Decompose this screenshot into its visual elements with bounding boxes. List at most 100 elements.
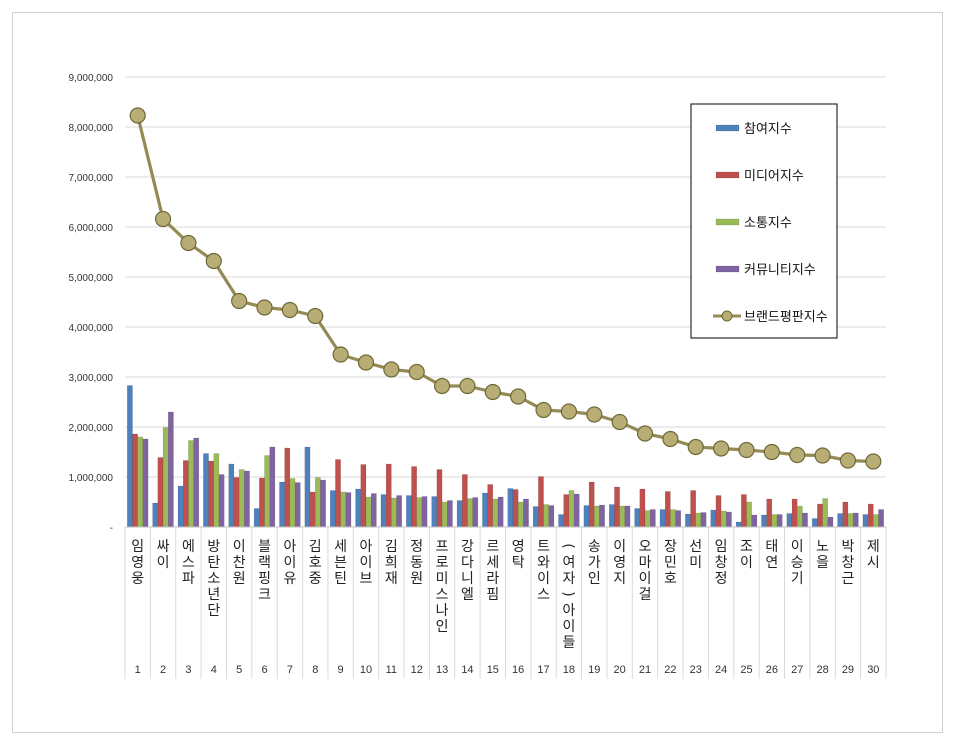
x-category-name-char: 블	[258, 539, 271, 555]
legend-swatch	[715, 171, 740, 179]
y-tick-label: 3,000,000	[69, 373, 114, 384]
x-category-name-char: 을	[816, 555, 829, 571]
x-category-name-char: 크	[258, 587, 271, 603]
bar-커뮤니티지수-11	[396, 495, 402, 528]
x-category-name-char: 재	[385, 571, 398, 587]
brand-index-line	[129, 107, 882, 470]
x-category-name-char: 틴	[334, 571, 347, 587]
x-category-name-char: 원	[410, 571, 423, 587]
bar-소통지수-25	[746, 501, 752, 528]
gridlines	[125, 76, 886, 528]
x-category-name-char: 영	[512, 539, 525, 555]
bar-미디어지수-25	[741, 494, 747, 528]
bar-참여지수-3	[177, 485, 184, 528]
x-category-name-char: 유	[283, 571, 296, 587]
y-tick-label: 7,000,000	[69, 173, 114, 184]
bar-소통지수-12	[416, 497, 423, 528]
point-브랜드평판지수-22	[662, 430, 679, 448]
point-브랜드평판지수-25	[738, 441, 755, 459]
x-category-name-char: 르	[486, 539, 499, 555]
bar-미디어지수-4	[208, 460, 214, 528]
x-category-name-char: 인	[436, 619, 449, 635]
x-category-rank: 30	[867, 664, 879, 676]
x-category-name-char: 라	[486, 571, 499, 587]
bar-소통지수-27	[797, 505, 803, 528]
point-브랜드평판지수-17	[535, 401, 552, 419]
bar-소통지수-24	[720, 510, 727, 528]
point-브랜드평판지수-13	[433, 377, 451, 395]
bar-참여지수-6	[253, 508, 260, 528]
x-category-name-char: 탄	[207, 555, 220, 571]
x-category-name-char: 조	[740, 539, 753, 555]
legend-swatch	[715, 218, 740, 226]
legend-label: 미디어지수	[744, 169, 804, 184]
point-브랜드평판지수-30	[865, 453, 882, 470]
bar-참여지수-16	[507, 488, 514, 528]
bar-참여지수-22	[659, 509, 666, 528]
bar-소통지수-18	[568, 490, 575, 528]
bar-소통지수-20	[619, 505, 626, 528]
x-category-name-char: 년	[207, 587, 220, 603]
point-브랜드평판지수-15	[484, 383, 501, 401]
x-category-rank: 18	[563, 664, 575, 676]
point-브랜드평판지수-27	[789, 446, 806, 464]
x-category-name-char: 아	[562, 603, 575, 619]
y-tick-label: 4,000,000	[69, 323, 114, 334]
bar-참여지수-17	[532, 506, 539, 528]
legend-swatch	[715, 124, 740, 132]
bar-소통지수-7	[289, 478, 296, 528]
point-브랜드평판지수-18	[560, 403, 578, 420]
bar-참여지수-19	[583, 505, 590, 528]
bar-커뮤니티지수-14	[472, 497, 479, 528]
bar-소통지수-29	[847, 513, 854, 528]
y-axis-ticks: - 1,000,000 2,000,000 3,000,000 4,000,000 5,0…	[69, 73, 114, 534]
bar-미디어지수-11	[385, 463, 392, 528]
x-category-name-char: 중	[309, 571, 322, 587]
y-tick-label: 5,000,000	[69, 273, 114, 284]
x-category-rank: 22	[664, 664, 676, 676]
x-category-rank: 1	[135, 664, 141, 676]
bar-참여지수-26	[761, 514, 767, 528]
x-category-name-char: 스	[436, 587, 449, 603]
bar-커뮤니티지수-26	[776, 514, 783, 528]
bar-소통지수-21	[644, 510, 651, 528]
bar-커뮤니티지수-25	[751, 514, 758, 528]
point-브랜드평판지수-11	[383, 361, 400, 378]
x-category-name-char: 임	[715, 539, 728, 555]
bar-커뮤니티지수-24	[726, 511, 732, 528]
x-category-name-char: 호	[309, 555, 322, 571]
bar-참여지수-24	[710, 509, 717, 528]
x-category-name-char: 태	[765, 539, 778, 555]
x-category-rank: 8	[312, 664, 318, 676]
legend-swatch	[715, 265, 740, 273]
y-tick-label: 8,000,000	[69, 123, 114, 134]
x-category-rank: 23	[690, 664, 702, 676]
bar-미디어지수-20	[614, 486, 620, 528]
bar-소통지수-19	[594, 505, 600, 528]
bar-미디어지수-10	[360, 464, 367, 528]
x-category-name-char: 근	[842, 571, 855, 587]
point-브랜드평판지수-9	[332, 346, 349, 363]
x-category-rank: 21	[639, 664, 651, 676]
x-category-name-char: 로	[436, 555, 449, 571]
point-브랜드평판지수-10	[357, 354, 375, 371]
x-category-name-char: 이	[791, 539, 804, 555]
bar-참여지수-27	[786, 513, 793, 528]
x-category-rank: 20	[614, 664, 626, 676]
x-category-name-char: 제	[867, 539, 880, 555]
bar-미디어지수-24	[715, 495, 722, 528]
x-category-name-char: 탁	[512, 555, 525, 571]
x-category-name-char: 정	[410, 539, 423, 555]
bar-소통지수-17	[543, 504, 549, 528]
bar-커뮤니티지수-29	[852, 512, 859, 528]
x-category-name-char: 아	[360, 539, 373, 555]
bar-소통지수-26	[771, 514, 778, 528]
x-category-rank: 24	[715, 664, 727, 676]
bar-소통지수-8	[315, 477, 321, 528]
x-category-name-char: 시	[867, 555, 880, 571]
bar-미디어지수-3	[183, 460, 189, 528]
bar-커뮤니티지수-2	[168, 411, 174, 528]
bar-소통지수-23	[695, 512, 702, 528]
point-브랜드평판지수-21	[636, 425, 654, 442]
